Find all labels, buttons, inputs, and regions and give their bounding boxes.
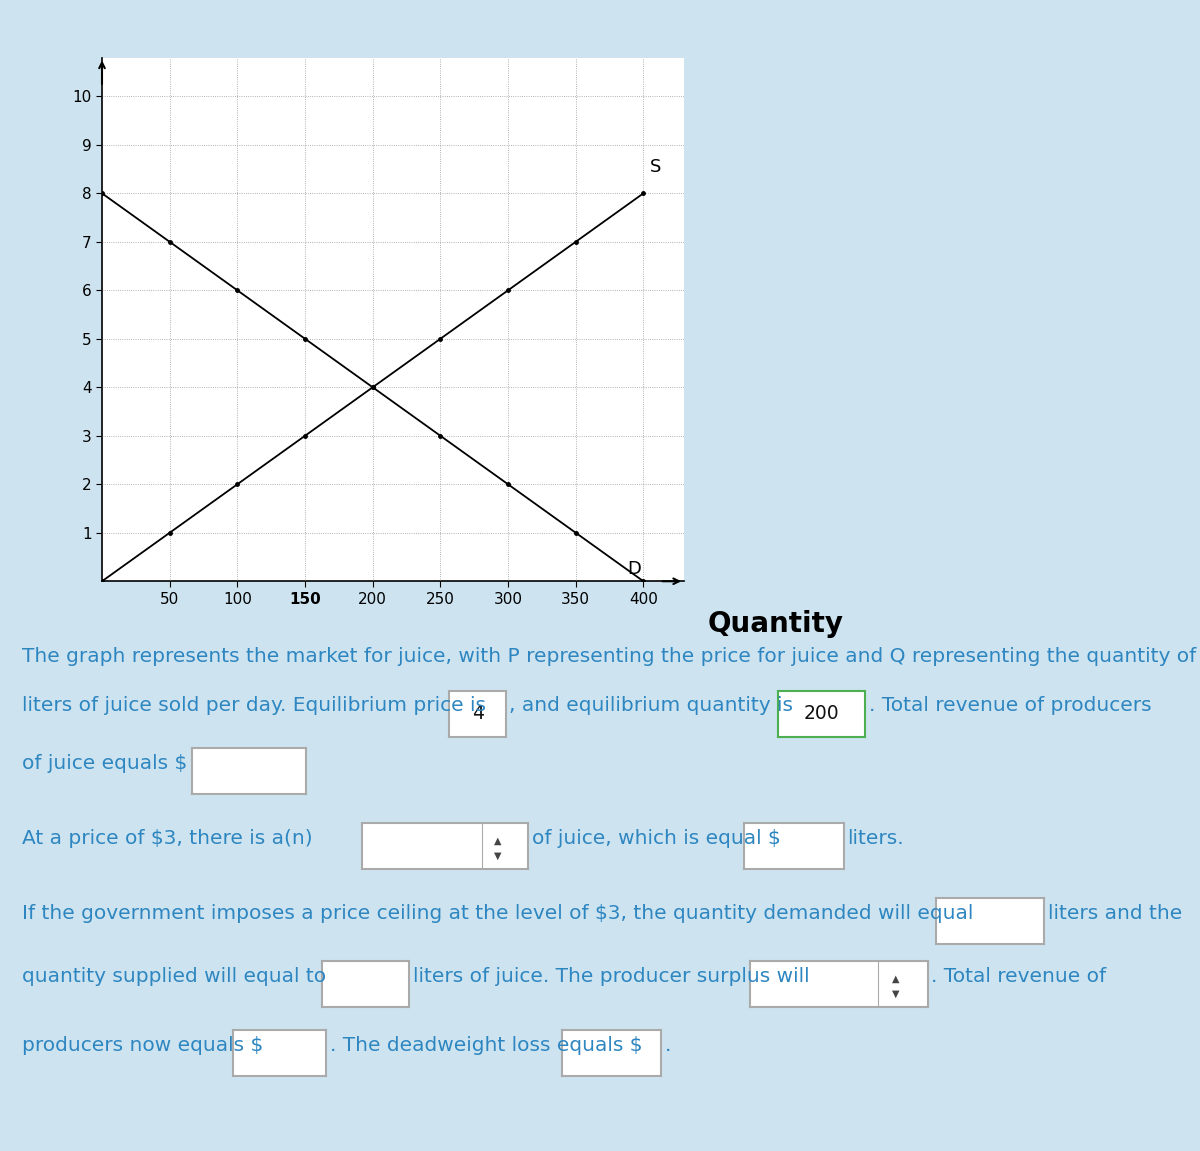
Text: At a price of $3, there is a(n): At a price of $3, there is a(n) — [22, 829, 312, 848]
Text: producers now equals $: producers now equals $ — [22, 1036, 263, 1055]
Text: . Total revenue of: . Total revenue of — [931, 967, 1106, 986]
Text: ▼: ▼ — [892, 989, 899, 999]
Text: ▲: ▲ — [892, 974, 899, 984]
Text: The graph represents the market for juice, with P representing the price for jui: The graph represents the market for juic… — [22, 647, 1196, 666]
Text: Quantity: Quantity — [708, 610, 844, 638]
Text: If the government imposes a price ceiling at the level of $3, the quantity deman: If the government imposes a price ceilin… — [22, 904, 973, 923]
Text: ▼: ▼ — [494, 851, 502, 861]
Text: 4: 4 — [472, 704, 484, 723]
Text: liters.: liters. — [847, 829, 904, 848]
Text: ▲: ▲ — [494, 836, 502, 846]
Text: of juice, which is equal $: of juice, which is equal $ — [532, 829, 780, 848]
Text: liters of juice sold per day. Equilibrium price is: liters of juice sold per day. Equilibriu… — [22, 696, 486, 716]
Text: liters and the: liters and the — [1048, 904, 1182, 923]
Text: of juice equals $: of juice equals $ — [22, 754, 187, 773]
Text: , and equilibrium quantity is: , and equilibrium quantity is — [509, 696, 793, 716]
Text: . The deadweight loss equals $: . The deadweight loss equals $ — [330, 1036, 642, 1055]
Text: .: . — [665, 1036, 671, 1055]
Text: S: S — [650, 158, 661, 176]
Text: D: D — [628, 561, 641, 578]
Text: 200: 200 — [804, 704, 839, 723]
Text: . Total revenue of producers: . Total revenue of producers — [869, 696, 1152, 716]
Text: Price: Price — [67, 0, 146, 5]
Text: liters of juice. The producer surplus will: liters of juice. The producer surplus wi… — [413, 967, 810, 986]
Text: quantity supplied will equal to: quantity supplied will equal to — [22, 967, 325, 986]
